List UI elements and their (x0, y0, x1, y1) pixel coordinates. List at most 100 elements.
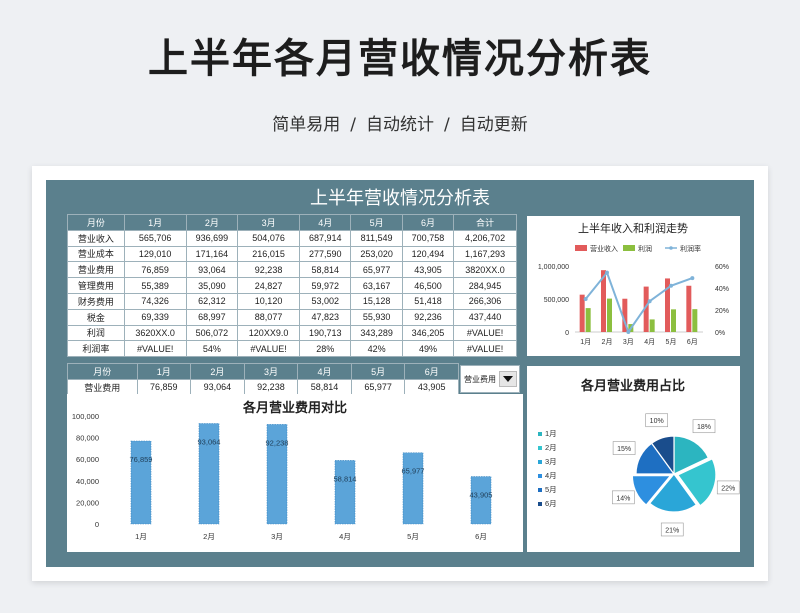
pie-label-box (612, 441, 636, 455)
y-tick-label: 60,000 (76, 455, 99, 464)
table-cell: 76,859 (136, 378, 192, 396)
table-cell: 49% (401, 340, 455, 358)
legend-swatch-marker (669, 246, 673, 250)
x-tick-label: 4月 (339, 532, 351, 541)
table-header-cell: 3月 (237, 214, 301, 231)
profit-margin-point (669, 283, 673, 288)
pie-slice (631, 475, 672, 506)
table-cell: 28% (299, 340, 352, 358)
expense-bar (470, 476, 492, 525)
table-cell: 92,238 (243, 378, 299, 396)
table-cell: 35,090 (185, 277, 239, 294)
table-cell: 65,977 (350, 378, 406, 396)
pie-label-box (716, 480, 740, 495)
table-cell: 47,823 (299, 308, 352, 326)
table-row: 营业成本 129,010 171,164 216,015 277,590 253,020 1… (67, 245, 517, 263)
legend-label: 1月 (545, 429, 557, 438)
bar-profit (607, 298, 612, 332)
pie-slice (673, 435, 710, 475)
expense-bar (198, 423, 220, 525)
subtitle-separator: / (444, 115, 450, 135)
table-cell: 936,699 (185, 229, 239, 247)
table-cell: 253,020 (350, 245, 403, 263)
table-cell: 4,206,702 (453, 229, 517, 247)
table-row-label: 管理费用 (67, 277, 125, 294)
expense-pie-chart: 各月营业费用占比 1月 2月 3月 4月 5月 6月 18% 22% 21% 14% 15% 10% (538, 378, 740, 537)
legend-swatch (538, 474, 542, 478)
dropdown-arrow-button[interactable] (499, 371, 517, 387)
legend-label: 2月 (545, 443, 557, 452)
table-header-cell: 5月 (350, 363, 406, 380)
dashboard: 上半年营收情况分析表 月份 1月 2月 3月 4月 5月 6月 合计 营业收入 5… (46, 180, 754, 567)
y-right-tick-label: 0% (715, 330, 725, 337)
dashboard-title: 上半年营收情况分析表 (310, 188, 490, 209)
bar-data-label: 65,977 (402, 467, 425, 476)
metric-dropdown-value: 营业费用 (464, 375, 496, 384)
legend-label: 4月 (545, 471, 557, 480)
table-cell: #VALUE! (237, 340, 301, 358)
table-header-cell: 5月 (350, 214, 403, 231)
table-cell: 129,010 (123, 245, 187, 263)
table-cell: 43,905 (404, 378, 459, 396)
table-cell: 74,326 (123, 292, 187, 310)
bar-income (665, 278, 670, 332)
table-cell: 92,236 (401, 308, 455, 326)
table-header-cell: 1月 (136, 363, 192, 380)
table-row: 营业费用 76,859 93,064 92,238 58,814 65,977 … (67, 378, 459, 396)
bar-income (579, 294, 585, 332)
expense-pie-chart-panel: 各月营业费用占比 1月 2月 3月 4月 5月 6月 18% 22% 21% 14% 15% 10% (527, 366, 740, 552)
table-row: 财务费用 74,326 62,312 10,120 53,002 15,128 51,418… (67, 292, 517, 310)
x-tick-label: 2月 (203, 532, 215, 541)
table-cell: 190,713 (299, 324, 352, 342)
y-tick-label: 100,000 (72, 412, 99, 421)
pie-label-box (645, 413, 668, 428)
table-cell: 59,972 (299, 277, 352, 294)
chart-title: 各月营业费用占比 (580, 378, 685, 393)
y-right-tick-label: 20% (715, 308, 729, 315)
table-cell: 51,418 (401, 292, 455, 310)
bar-profit (671, 309, 676, 332)
x-tick-label: 2月 (602, 338, 613, 346)
page-title: 上半年各月营收情况分析表 (148, 36, 652, 82)
bar-data-label: 92,238 (266, 438, 289, 447)
table-row: 税金 69,339 68,997 88,077 47,823 55,930 92,236 43… (67, 308, 517, 326)
table-cell: 3820XX.0 (453, 261, 517, 279)
table-cell: 346,205 (401, 324, 455, 342)
chart-title: 上半年收入和利润走势 (578, 221, 688, 235)
pie-slice (650, 435, 675, 476)
x-tick-label: 6月 (475, 532, 487, 541)
table-cell: 565,706 (123, 229, 187, 247)
income-profit-chart-panel: 上半年收入和利润走势 营业收入 利润 利润率 1,000,000 500,000 0 60% 4… (527, 216, 740, 356)
table-header-cell: 月份 (67, 363, 138, 380)
x-tick-label: 5月 (407, 532, 419, 541)
table-cell: #VALUE! (123, 340, 187, 358)
table-row: 管理费用 55,389 35,090 24,827 59,972 63,167 46,500… (67, 277, 517, 294)
table-cell: 54% (185, 340, 239, 358)
table-cell: 343,289 (350, 324, 403, 342)
table-header-cell: 1月 (123, 214, 187, 231)
x-tick-label: 1月 (135, 532, 147, 541)
table-row-label: 营业费用 (67, 261, 125, 279)
table-row: 营业收入 565,706 936,699 504,076 687,914 811,549 7… (67, 229, 517, 247)
legend-swatch (538, 502, 542, 506)
table-row: 利润 3620XX.0 506,072 120XX9.0 190,713 343,289 3… (67, 324, 517, 342)
chart-title: 各月营业费用对比 (242, 400, 347, 415)
legend-swatch (538, 488, 542, 492)
pie-slice (676, 458, 717, 507)
table-cell: #VALUE! (453, 324, 517, 342)
y-right-tick-label: 60% (715, 264, 729, 271)
metric-dropdown[interactable]: 营业费用 (460, 365, 520, 393)
table-header-row: 月份 1月 2月 3月 4月 5月 6月 (67, 363, 459, 380)
x-tick-label: 4月 (644, 338, 655, 346)
bar-data-label: 76,859 (130, 455, 153, 464)
bar-income (643, 286, 649, 332)
expense-bar (334, 460, 356, 525)
table-header-cell: 2月 (185, 214, 239, 231)
pie-label-box (612, 490, 635, 505)
table-cell: 15,128 (350, 292, 403, 310)
table-cell: 88,077 (237, 308, 301, 326)
page-subtitle: 简单易用 / 自动统计 / 自动更新 (0, 110, 800, 135)
table-cell: 120,494 (401, 245, 455, 263)
table-row: 利润率 #VALUE! 54% #VALUE! 28% 42% 49% #VALUE! (67, 340, 517, 358)
